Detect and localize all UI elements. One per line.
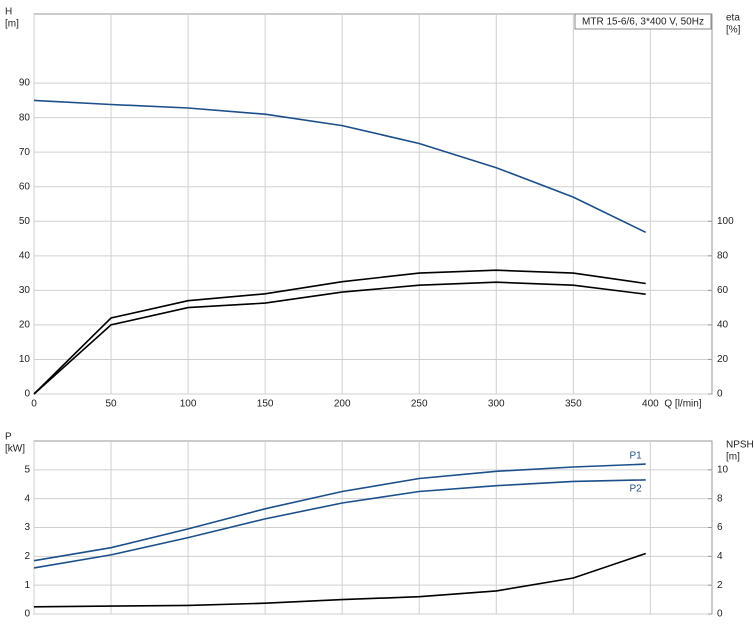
curve (33, 479, 646, 569)
y2-axis-label: NPSH (726, 440, 754, 451)
y2-tick-label: 10 (717, 464, 729, 475)
x-tick-label: 400 (642, 399, 659, 410)
y-tick-label: 90 (19, 78, 31, 89)
y-tick-label: 60 (19, 181, 31, 192)
y2-axis-label: [%] (726, 25, 741, 36)
y-tick-label: 80 (19, 112, 31, 123)
x-tick-label: 50 (105, 399, 117, 410)
x-axis-label: Q [l/min] (664, 399, 701, 410)
plot: 0 1 2 3 4 5 0 2 4 6 8 10 P[kW] NPSH[m] P1 P2 (5, 432, 754, 620)
plot-area (33, 13, 713, 395)
y-tick-label: 10 (19, 354, 31, 365)
y-tick-label: 0 (24, 609, 30, 620)
y-axis-label: P (5, 432, 12, 443)
y2-axis-label: [m] (726, 452, 740, 463)
y-tick-label: 3 (24, 522, 30, 533)
y-axis-label: H (5, 7, 12, 18)
x-tick-label: 250 (411, 399, 428, 410)
y-axis-label: [m] (5, 19, 19, 30)
y-tick-label: 30 (19, 285, 31, 296)
chart-title: MTR 15-6/6, 3*400 V, 50Hz (582, 17, 704, 28)
y-tick-label: 4 (24, 493, 30, 504)
series-label: P2 (630, 484, 643, 495)
y-tick-label: 2 (24, 551, 30, 562)
y-axis-label: [kW] (5, 444, 25, 455)
y2-tick-label: 2 (717, 580, 723, 591)
series-label: P1 (630, 451, 643, 462)
x-tick-label: 350 (565, 399, 582, 410)
curve (33, 463, 646, 562)
title-box (574, 13, 712, 30)
y2-tick-label: 0 (717, 389, 723, 400)
curve (33, 281, 646, 395)
y-tick-label: 0 (24, 389, 30, 400)
y-tick-label: 5 (24, 464, 30, 475)
y-tick-label: 50 (19, 216, 31, 227)
y2-tick-label: 100 (717, 216, 734, 227)
x-tick-label: 100 (180, 399, 197, 410)
curve (33, 269, 646, 395)
y2-tick-label: 6 (717, 522, 723, 533)
x-tick-label: 150 (257, 399, 274, 410)
y-tick-label: 40 (19, 250, 31, 261)
y2-tick-label: 60 (717, 285, 729, 296)
curve (33, 99, 647, 234)
y2-tick-label: 0 (717, 609, 723, 620)
y2-axis-label: eta (726, 13, 740, 24)
y2-tick-label: 4 (717, 551, 723, 562)
y2-tick-label: 40 (717, 320, 729, 331)
curve (33, 552, 646, 608)
y2-tick-label: 80 (717, 250, 729, 261)
y-tick-label: 70 (19, 147, 31, 158)
y-tick-label: 1 (24, 580, 30, 591)
y-tick-label: 20 (19, 320, 31, 331)
y2-tick-label: 20 (717, 354, 729, 365)
x-tick-label: 0 (31, 399, 37, 410)
x-tick-label: 200 (334, 399, 351, 410)
x-tick-label: 300 (488, 399, 505, 410)
plot: 0 50 100 150 200 250 300 350 4000102030405060708… (5, 7, 741, 410)
y2-tick-label: 8 (717, 493, 723, 504)
